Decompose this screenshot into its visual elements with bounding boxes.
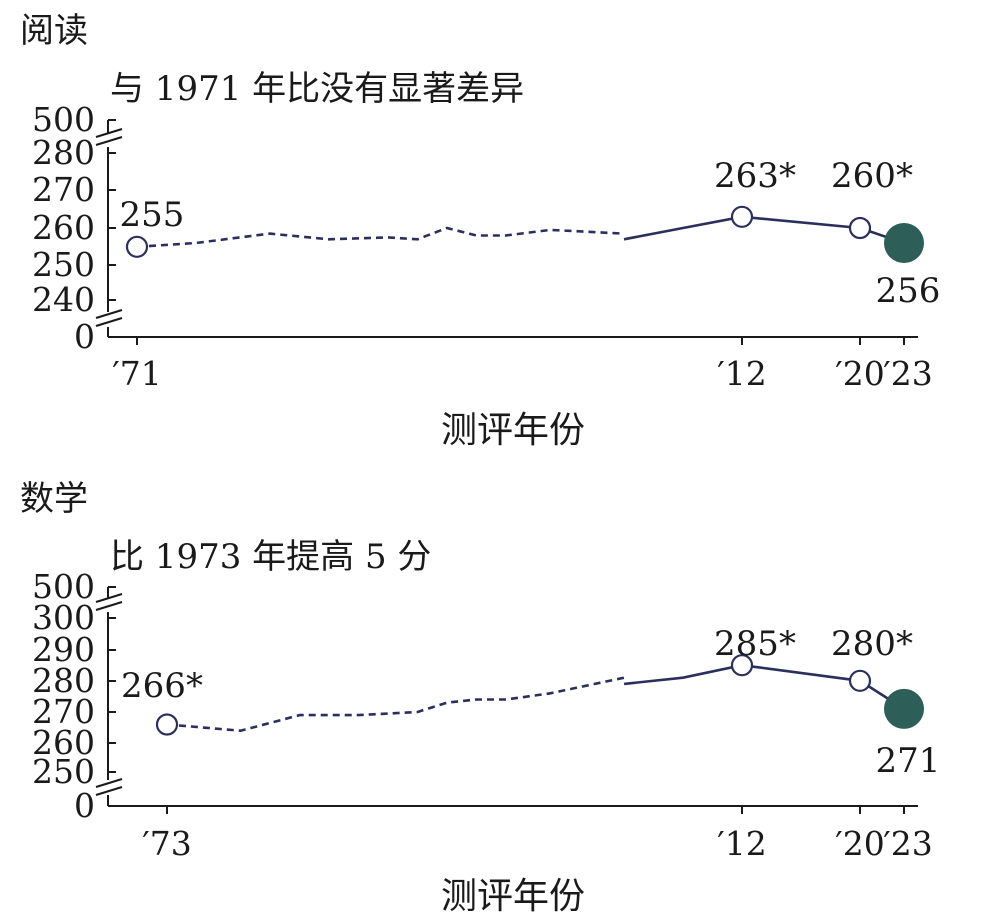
math-y-tick-labels: 500 300 290 280 270 260 250 0 [32, 567, 95, 825]
math-axis-break-top [95, 593, 123, 611]
math-value-label-2020: 280* [831, 624, 913, 664]
reading-dashed-line [136, 226, 625, 249]
reading-ytick-label-240: 240 [32, 280, 95, 319]
reading-axis-break-top [95, 128, 123, 146]
reading-ytick-label-0: 0 [74, 317, 95, 356]
math-xtick-label-20: ′20 [835, 824, 884, 863]
reading-point-2012 [730, 205, 754, 228]
reading-xtick-label-20: ′20 [835, 354, 884, 393]
math-x-tick-labels: ′73 ′12 ′20 ′23 [142, 824, 932, 863]
math-xtick-label-73: ′73 [142, 824, 191, 863]
math-dashed-line [166, 676, 625, 733]
math-point-2023 [884, 688, 924, 729]
reading-point-2020 [848, 216, 872, 240]
reading-y-tick-labels: 500 280 270 260 250 240 0 [32, 100, 95, 356]
math-xtick-label-23: ′23 [883, 824, 932, 863]
reading-xtick-label-23: ′23 [883, 354, 932, 393]
math-ytick-label-250: 250 [32, 752, 95, 791]
reading-axis-break-bottom [95, 309, 123, 327]
math-x-axis-label: 测评年份 [441, 876, 585, 917]
reading-chart: 阅读 与 1971 年比没有显著差异 500 280 270 26 [20, 11, 940, 451]
math-ytick-label-290: 290 [32, 630, 95, 669]
reading-value-label-2012: 263* [714, 156, 796, 196]
reading-xtick-label-71: ′71 [112, 354, 161, 393]
reading-axes [95, 119, 918, 345]
math-ytick-label-280: 280 [32, 661, 95, 700]
math-point-2020 [848, 669, 872, 692]
math-title: 比 1973 年提高 5 分 [110, 537, 431, 577]
math-axes [95, 586, 918, 814]
reading-subject: 阅读 [20, 11, 88, 51]
math-ytick-label-0: 0 [74, 786, 95, 825]
math-point-2012 [730, 654, 754, 677]
math-value-label-1973: 266* [121, 666, 203, 706]
math-ytick-label-270: 270 [32, 692, 95, 731]
reading-point-1971 [125, 235, 149, 258]
math-ytick-label-500: 500 [32, 567, 95, 606]
reading-ytick-label-280: 280 [32, 133, 95, 172]
reading-x-axis-label: 测评年份 [441, 410, 585, 451]
reading-value-label-2020: 260* [831, 156, 913, 196]
math-axis-break-bottom [95, 778, 123, 796]
reading-ytick-label-260: 260 [32, 208, 95, 247]
reading-x-tick-labels: ′71 ′12 ′20 ′23 [112, 354, 932, 393]
reading-ytick-label-270: 270 [32, 170, 95, 209]
math-subject: 数学 [20, 479, 88, 519]
reading-value-label-2023: 256 [876, 271, 941, 311]
math-value-label-2023: 271 [876, 741, 941, 781]
math-ytick-label-260: 260 [32, 723, 95, 762]
reading-title: 与 1971 年比没有显著差异 [110, 69, 524, 109]
reading-point-2023 [884, 223, 924, 263]
reading-value-label-1971: 255 [120, 195, 185, 235]
reading-ytick-label-500: 500 [32, 100, 95, 139]
math-ytick-label-300: 300 [32, 598, 95, 637]
reading-xtick-label-12: ′12 [717, 354, 766, 393]
math-xtick-label-12: ′12 [717, 824, 766, 863]
reading-ytick-label-250: 250 [32, 245, 95, 284]
math-point-1973 [155, 713, 179, 736]
math-chart: 数学 比 1973 年提高 5 分 500 300 290 280 [20, 479, 940, 917]
math-value-label-2012: 285* [714, 624, 796, 664]
